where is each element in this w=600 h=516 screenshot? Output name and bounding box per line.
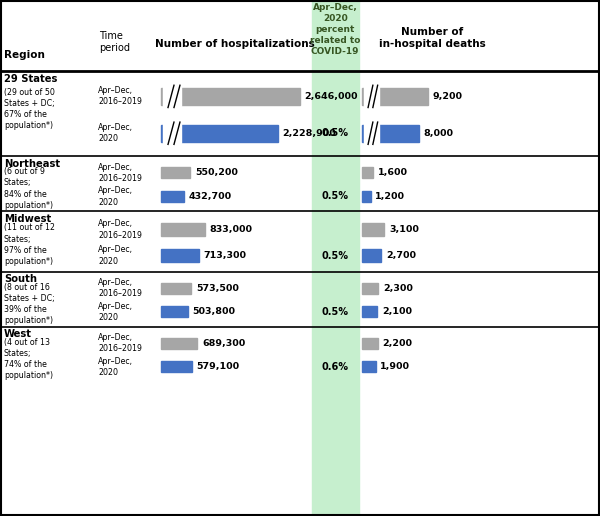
Bar — [312, 2, 359, 514]
Text: 3,100: 3,100 — [389, 225, 419, 234]
Text: Apr–Dec,
2016–2019: Apr–Dec, 2016–2019 — [98, 278, 142, 298]
Bar — [362, 338, 378, 349]
Text: 0.5%: 0.5% — [322, 191, 349, 201]
Text: Apr–Dec,
2016–2019: Apr–Dec, 2016–2019 — [98, 219, 142, 239]
Text: 2,300: 2,300 — [383, 284, 413, 293]
Text: 579,100: 579,100 — [196, 362, 239, 372]
Text: 9,200: 9,200 — [432, 92, 462, 101]
Bar — [362, 125, 419, 142]
Text: Time
period: Time period — [99, 31, 130, 53]
Bar — [362, 88, 428, 105]
Text: 8,000: 8,000 — [424, 128, 454, 138]
Bar — [362, 191, 371, 202]
Bar — [161, 307, 188, 317]
Text: 503,800: 503,800 — [193, 308, 236, 316]
Text: Apr–Dec,
2020: Apr–Dec, 2020 — [98, 246, 133, 266]
Bar — [161, 283, 191, 294]
Bar — [161, 191, 184, 202]
Bar — [163, 123, 181, 143]
Text: (4 out of 13
States;
74% of the
population*): (4 out of 13 States; 74% of the populati… — [4, 338, 53, 380]
Bar — [364, 123, 379, 143]
Text: 2,646,000: 2,646,000 — [304, 92, 358, 101]
Text: West: West — [4, 329, 32, 339]
Bar — [362, 283, 379, 294]
Text: 2,200: 2,200 — [383, 338, 413, 348]
Text: Apr–Dec,
2016–2019: Apr–Dec, 2016–2019 — [98, 163, 142, 183]
Text: (11 out of 12
States;
97% of the
population*): (11 out of 12 States; 97% of the populat… — [4, 223, 55, 266]
Text: Apr–Dec,
2020: Apr–Dec, 2020 — [98, 186, 133, 206]
Text: 0.5%: 0.5% — [322, 250, 349, 261]
Text: Midwest: Midwest — [4, 214, 51, 224]
Text: 713,300: 713,300 — [203, 251, 247, 260]
Text: Apr–Dec,
2020
percent
related to
COVID-19: Apr–Dec, 2020 percent related to COVID-1… — [310, 3, 361, 56]
Text: 2,700: 2,700 — [386, 251, 416, 260]
Bar — [362, 307, 377, 317]
Text: 1,600: 1,600 — [378, 168, 408, 178]
Bar — [364, 86, 379, 106]
Text: 2,228,900: 2,228,900 — [283, 128, 337, 138]
Text: (6 out of 9
States;
84% of the
population*): (6 out of 9 States; 84% of the populatio… — [4, 167, 53, 209]
Bar — [362, 249, 382, 262]
Text: Apr–Dec,
2020: Apr–Dec, 2020 — [98, 357, 133, 377]
Text: 2,100: 2,100 — [382, 308, 412, 316]
Text: 1,200: 1,200 — [376, 192, 406, 201]
Text: Apr–Dec,
2016–2019: Apr–Dec, 2016–2019 — [98, 333, 142, 353]
Bar — [161, 125, 278, 142]
Text: 432,700: 432,700 — [189, 192, 232, 201]
Text: 0.5%: 0.5% — [322, 128, 349, 138]
Text: South: South — [4, 274, 37, 284]
Text: 550,200: 550,200 — [195, 168, 238, 178]
Bar — [161, 249, 199, 262]
Text: 689,300: 689,300 — [202, 338, 245, 348]
Text: 573,500: 573,500 — [196, 284, 239, 293]
Bar — [362, 223, 384, 235]
Text: Northeast: Northeast — [4, 158, 60, 169]
Text: Apr–Dec,
2020: Apr–Dec, 2020 — [98, 123, 133, 143]
Text: 1,900: 1,900 — [380, 362, 410, 372]
Text: 833,000: 833,000 — [210, 225, 253, 234]
Bar — [163, 86, 181, 106]
Text: 29 States: 29 States — [4, 74, 57, 84]
Text: 0.5%: 0.5% — [322, 307, 349, 317]
Bar — [362, 167, 373, 179]
Text: Region: Region — [4, 51, 44, 60]
Bar — [161, 167, 190, 179]
Text: Number of
in-hospital deaths: Number of in-hospital deaths — [379, 27, 485, 49]
Text: Number of hospitalizations: Number of hospitalizations — [155, 39, 314, 49]
Text: Apr–Dec,
2016–2019: Apr–Dec, 2016–2019 — [98, 86, 142, 106]
Bar — [161, 338, 197, 349]
Text: (29 out of 50
States + DC;
67% of the
population*): (29 out of 50 States + DC; 67% of the po… — [4, 88, 55, 130]
Text: 0.6%: 0.6% — [322, 362, 349, 372]
Text: (8 out of 16
States + DC;
39% of the
population*): (8 out of 16 States + DC; 39% of the pop… — [4, 283, 55, 325]
Text: Apr–Dec,
2020: Apr–Dec, 2020 — [98, 302, 133, 322]
Bar — [161, 223, 205, 235]
Bar — [362, 361, 376, 373]
Bar — [161, 88, 300, 105]
Bar — [161, 361, 192, 373]
